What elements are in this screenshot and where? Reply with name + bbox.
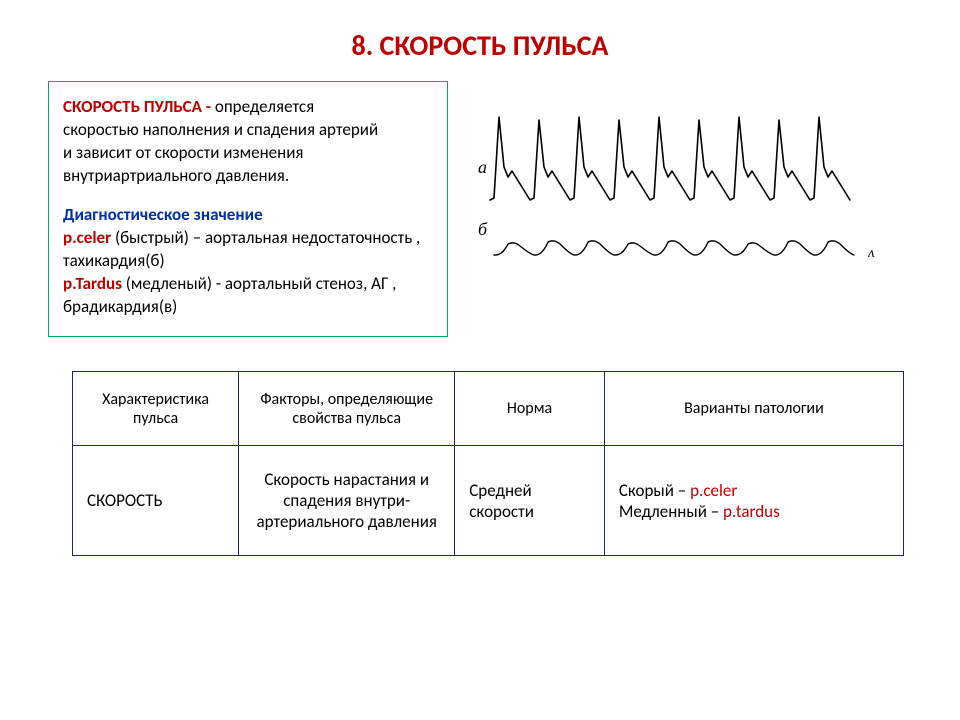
summary-table-wrap: Характеристика пульса Факторы, определяю… (0, 337, 960, 556)
td-pathology: Скорый – p.celer Медленный – p.tardus (604, 446, 903, 556)
def-line-1: скоростью наполнения и спадения артерий (63, 119, 378, 140)
td-factors: Скорость нарастания и спадения внутри-ар… (239, 446, 455, 556)
wave-label-b: б (478, 219, 487, 240)
summary-table: Характеристика пульса Факторы, определяю… (72, 371, 904, 556)
th-norm: Норма (455, 372, 605, 446)
p-celer-text: (быстрый) – аортальная недостаточность ,… (63, 227, 420, 271)
table-header-row: Характеристика пульса Факторы, определяю… (73, 372, 904, 446)
slow-red: p.tardus (723, 501, 780, 522)
slow-pre: Медленный – (619, 501, 723, 522)
fast-pre: Скорый – (619, 480, 690, 501)
th-characteristic: Характеристика пульса (73, 372, 239, 446)
p-tardus-label: p.Tardus (63, 273, 122, 294)
waveform-svg (472, 105, 892, 295)
table-data-row: СКОРОСТЬ Скорость нарастания и спадения … (73, 446, 904, 556)
waveform-figure: а б ʌ (472, 81, 912, 295)
def-line-0: определяется (215, 96, 314, 117)
slide-title: 8. СКОРОСТЬ ПУЛЬСА (0, 0, 960, 81)
th-pathology: Варианты патологии (604, 372, 903, 446)
td-norm: Средней скорости (455, 446, 605, 556)
term: СКОРОСТЬ ПУЛЬСА - (63, 96, 215, 117)
p-celer-label: p.celer (63, 227, 111, 248)
diagnostic-heading: Диагностическое значение (63, 204, 433, 227)
td-characteristic: СКОРОСТЬ (73, 446, 239, 556)
fast-red: p.celer (690, 480, 737, 501)
wave-label-l: ʌ (868, 245, 875, 262)
definition-box: СКОРОСТЬ ПУЛЬСА - определяется скоростью… (48, 81, 448, 337)
def-line-2: и зависит от скорости изменения (63, 142, 303, 163)
def-line-3: внутриартриального давления. (63, 165, 289, 186)
th-factors: Факторы, определяющие свойства пульса (239, 372, 455, 446)
content-row: СКОРОСТЬ ПУЛЬСА - определяется скоростью… (0, 81, 960, 337)
wave-label-a: а (478, 157, 487, 178)
